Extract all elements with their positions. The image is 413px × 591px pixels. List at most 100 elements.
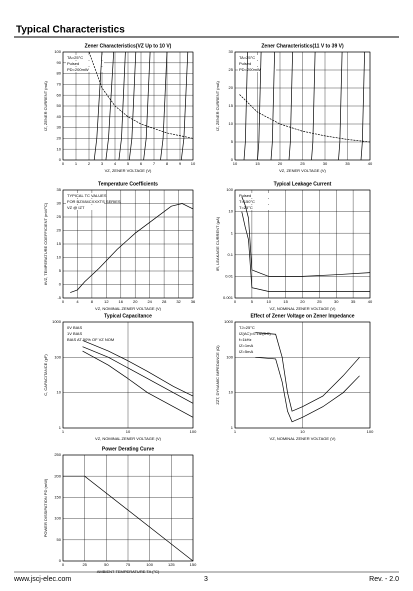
x-tick-label: 0 (234, 299, 237, 304)
y-axis-label: IR, LEAKAGE CURRENT (µA) (215, 216, 220, 271)
annotation: PD=200mW (67, 67, 89, 72)
data-line (82, 350, 194, 418)
y-tick-label: 5 (231, 139, 234, 144)
annotation-box (238, 331, 276, 336)
x-tick-label: 16 (119, 299, 124, 304)
y-tick-label: 10 (229, 209, 234, 214)
chart-title: Zener Characteristics(VZ Up to 10 V) (85, 43, 172, 49)
data-line (243, 51, 248, 161)
y-tick-label: 10 (229, 390, 234, 395)
x-tick-label: 35 (345, 161, 350, 166)
y-tick-label: 50 (57, 537, 62, 542)
chart-title: Power Derating Curve (102, 446, 154, 452)
x-tick-label: 8 (166, 161, 169, 166)
y-tick-label: 100 (226, 354, 233, 359)
x-tick-label: 50 (104, 562, 109, 567)
annotation-box (238, 67, 276, 72)
data-line (82, 346, 194, 404)
chart-title: Temperature Coefficients (98, 181, 158, 187)
chart-title: Zener Characteristics(11 V to 39 V) (261, 43, 344, 49)
y-tick-label: 250 (54, 452, 61, 457)
y-tick-label: 60 (57, 92, 62, 97)
y-tick-label: 0 (59, 157, 62, 162)
x-tick-label: 100 (190, 429, 197, 434)
y-tick-label: 1 (231, 425, 234, 430)
annotation: TA=25°C (67, 55, 83, 60)
x-tick-label: 25 (82, 562, 87, 567)
x-tick-label: 25 (317, 299, 322, 304)
y-tick-label: 90 (57, 60, 62, 65)
y-tick-label: 15 (229, 103, 234, 108)
x-tick-label: 35 (351, 299, 356, 304)
data-line (241, 211, 370, 292)
x-tick-label: 0 (62, 161, 65, 166)
y-tick-label: 200 (54, 473, 61, 478)
x-tick-label: 20 (133, 299, 138, 304)
data-line (255, 332, 360, 412)
annotation: Pulsed (239, 61, 251, 66)
annotation: IZ(AC)=0.1IZ(DC) (239, 331, 271, 336)
annotation: VZ @ IZT (67, 205, 85, 210)
x-axis-label: VZ, NOMINAL ZENER VOLTAGE (V) (95, 306, 162, 311)
y-axis-label: POWER DISSIPATION PD (mW) (43, 478, 48, 537)
chart-title: Effect of Zener Voltage on Zener Impedan… (250, 313, 354, 319)
data-line (143, 51, 151, 161)
annotation-box (238, 325, 276, 330)
x-axis-label: VZ, NOMINAL ZENER VOLTAGE (V) (95, 436, 162, 441)
annotation: TA=25°C (239, 55, 255, 60)
x-tick-label: 0 (62, 299, 65, 304)
footer-website: www.jscj-elec.com (13, 576, 71, 583)
data-line (239, 94, 371, 143)
x-tick-label: 1 (62, 429, 65, 434)
x-tick-label: 10 (267, 299, 272, 304)
x-tick-label: 5 (251, 299, 254, 304)
x-tick-label: 1 (75, 161, 78, 166)
x-tick-label: 10 (233, 161, 238, 166)
data-line (118, 51, 126, 161)
annotation-box (238, 193, 276, 198)
x-tick-label: 3 (101, 161, 104, 166)
y-tick-label: 1 (231, 230, 234, 235)
annotation-box (66, 325, 104, 330)
y-tick-label: 10 (57, 255, 62, 260)
annotation: TJ=25°C (239, 325, 255, 330)
y-tick-label: 20 (57, 135, 62, 140)
annotation-box (238, 343, 276, 348)
y-axis-label: IZ, ZENER CURRENT (mA) (43, 80, 48, 130)
annotation-box (238, 349, 276, 354)
annotation-box (66, 55, 104, 60)
annotation: f=1kHz (239, 337, 252, 342)
x-tick-label: 10 (126, 429, 131, 434)
x-tick-label: 4 (114, 161, 117, 166)
x-tick-label: 12 (104, 299, 109, 304)
annotation: BIAS AT 50% OF VZ NOM (67, 337, 114, 342)
data-line (288, 51, 293, 161)
y-tick-label: 0.1 (227, 252, 233, 257)
annotation-box (66, 331, 104, 336)
y-tick-label: 1 (59, 425, 62, 430)
y-axis-label: θVZ, TEMPERATURE COEFFICIENT (mV/°C) (43, 202, 48, 285)
data-line (257, 51, 262, 161)
x-tick-label: 9 (179, 161, 182, 166)
x-tick-label: 150 (190, 562, 197, 567)
annotation: T=150°C (239, 199, 255, 204)
x-tick-label: 5 (127, 161, 130, 166)
y-tick-label: 30 (57, 125, 62, 130)
x-tick-label: 10 (300, 429, 305, 434)
x-tick-label: 8 (91, 299, 94, 304)
x-tick-label: 4 (76, 299, 79, 304)
x-tick-label: 40 (368, 299, 373, 304)
x-tick-label: 1 (234, 429, 237, 434)
x-tick-label: 25 (300, 161, 305, 166)
y-axis-label: ZZT, DYNAMIC IMPEDANCE (Ω) (215, 345, 220, 405)
x-tick-label: 10 (191, 161, 196, 166)
x-tick-label: 125 (168, 562, 175, 567)
x-axis-label: AMBIENT TEMPERATURE TA (°C) (97, 569, 160, 574)
y-tick-label: 1000 (52, 319, 62, 324)
y-tick-label: 100 (54, 354, 61, 359)
x-axis-label: VZ, ZENER VOLTAGE (V) (279, 168, 326, 173)
y-tick-label: 50 (57, 103, 62, 108)
y-tick-label: 10 (229, 121, 234, 126)
